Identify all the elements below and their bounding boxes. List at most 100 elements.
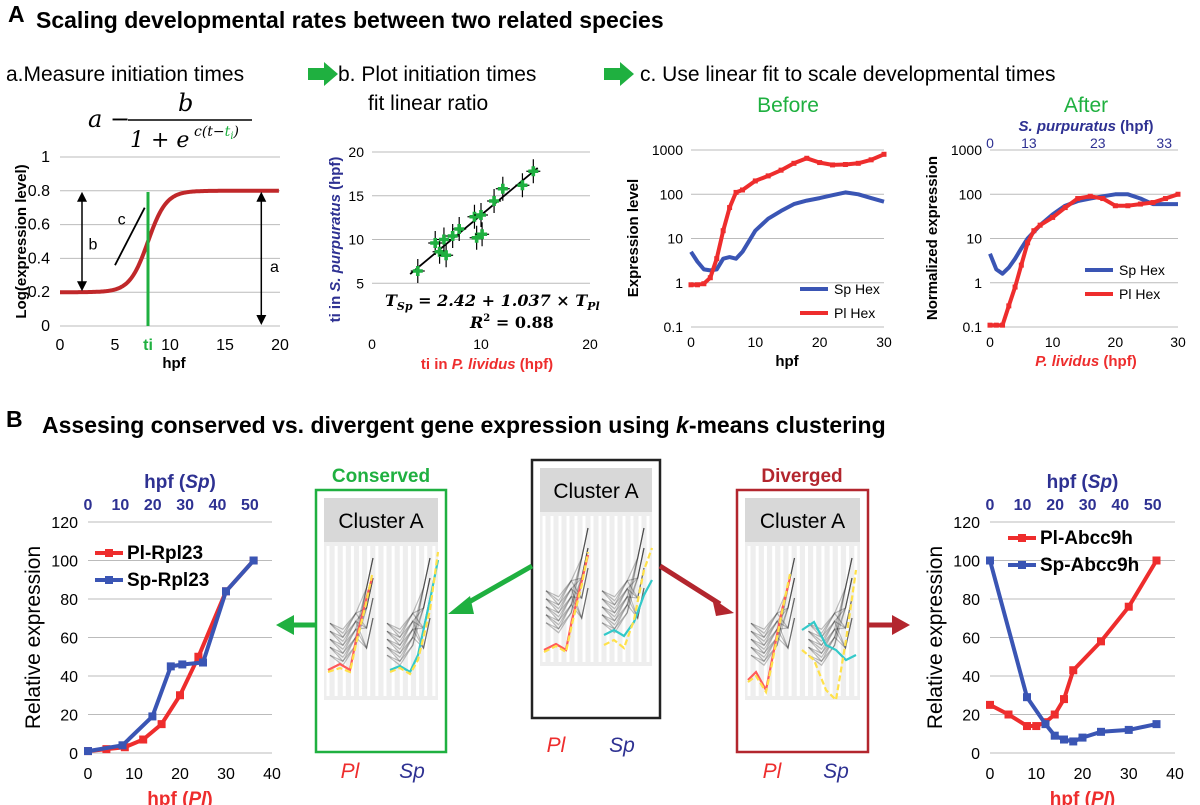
diverged-series-marker <box>1060 735 1068 744</box>
conserved-panel-header-bg <box>324 498 438 542</box>
center-panel-cluster-trace <box>545 567 589 602</box>
before-ytick-label: 100 <box>660 186 684 202</box>
conserved-series-marker <box>139 735 148 744</box>
conserved-xlabel-part-0: hpf ( <box>147 789 189 805</box>
logistic-xtick-label: 20 <box>271 337 289 354</box>
before-pl-marker <box>752 178 758 184</box>
center-pl-mean <box>543 551 590 654</box>
scatter-xlabel-part-1: P. lividus <box>452 356 516 373</box>
conserved-panel-plot-bg <box>324 542 438 700</box>
conserved-xtick-label: 0 <box>84 766 93 783</box>
after-legend-label: Sp Hex <box>1119 262 1165 278</box>
before-ytick-label: 1000 <box>652 142 683 158</box>
diverged-panel-cluster-trace <box>808 557 853 663</box>
diverged-series-marker <box>1078 733 1087 742</box>
b-label: b <box>89 237 98 254</box>
conserved-series-marker <box>148 712 157 721</box>
before-pl-marker <box>830 162 836 168</box>
center-panel-cluster-trace <box>545 567 589 622</box>
conserved-panel-cluster-trace <box>386 557 431 663</box>
diverged-series-marker <box>1050 731 1059 740</box>
after-pl-marker <box>1175 191 1181 197</box>
logistic-xtick-label: 15 <box>216 337 234 354</box>
after-pl-marker <box>1062 205 1068 211</box>
diverged-xlabel: hpf (Pl) <box>1050 789 1115 805</box>
ti-label: ti <box>143 337 153 354</box>
conserved-series-marker <box>118 741 127 750</box>
arrow-to-conserved-chart-head <box>276 615 294 635</box>
before-ylabel: Expression level <box>625 179 642 297</box>
cluster-panels: Cluster A Conserved Pl Sp Cluster A Pl Sp Clust… <box>276 458 910 783</box>
center-panel-cluster-trace <box>601 547 645 606</box>
center-panel-header: Cluster A <box>553 480 638 503</box>
conserved-top-label-part-0: hpf ( <box>144 472 186 493</box>
logistic-ytick-label: 1 <box>41 149 50 166</box>
eq-lhs: T <box>385 291 398 310</box>
conserved-ytick-label: 40 <box>60 669 78 686</box>
before-series-sp-hex <box>689 190 885 273</box>
before-xlabel: hpf <box>775 353 799 370</box>
diverged-sp-trend <box>801 620 857 662</box>
after-pl-marker <box>1137 201 1143 207</box>
diverged-top-tick-label: 40 <box>1111 497 1129 514</box>
conserved-series-marker <box>222 587 230 596</box>
conserved-legend-label: Sp-Rpl23 <box>127 570 209 591</box>
diverged-ylabel: Relative expression <box>924 546 947 729</box>
conserved-xtick-label: 30 <box>217 766 235 783</box>
before-pl-marker <box>842 162 848 168</box>
center-sp-trend <box>603 579 653 638</box>
step-b-caption: b. Plot initiation times <box>338 63 536 86</box>
diverged-xtick-label: 20 <box>1074 766 1092 783</box>
conserved-legend-marker <box>105 576 113 584</box>
scatter-point <box>489 196 500 206</box>
conserved-top-tick-label: 50 <box>241 497 259 514</box>
conserved-top-tick-label: 0 <box>84 497 93 514</box>
conserved-panel-cluster-trace <box>329 597 374 638</box>
after-pl-marker <box>987 322 993 328</box>
conserved-series-marker <box>199 658 207 667</box>
panel-b-title-k: k <box>676 412 690 438</box>
conserved-series-marker <box>249 556 258 565</box>
logistic-ytick-label: 0.8 <box>28 183 50 200</box>
diverged-ytick-label: 100 <box>953 554 980 571</box>
conserved-panel-cluster-trace <box>329 577 374 639</box>
step-b-caption-2: fit linear ratio <box>368 92 488 115</box>
conserved-ytick-label: 0 <box>69 746 78 763</box>
conserved-panel-cluster-trace <box>386 557 431 667</box>
center-sp-mean <box>603 547 654 650</box>
diverged-top-label-part-2: ) <box>1112 472 1118 493</box>
after-top-tick-label: 0 <box>986 135 994 151</box>
after-pl-marker <box>1100 196 1106 202</box>
diverged-series-marker <box>1041 720 1050 729</box>
before-chart: 0.1 1 10 100 1000 0 10 20 30 Sp Hex Pl Hex Before Ex… <box>625 94 892 370</box>
diverged-series-marker <box>986 556 994 565</box>
diverged-series-marker <box>986 700 994 709</box>
diverged-series-marker <box>1023 693 1031 702</box>
before-ytick-label: 1 <box>675 275 683 291</box>
before-pl-marker <box>778 167 784 173</box>
conserved-top-tick-label: 30 <box>176 497 194 514</box>
conserved-panel-cluster-trace <box>329 597 374 655</box>
diverged-legend-marker <box>1018 534 1026 542</box>
conserved-xtick-label: 20 <box>171 766 189 783</box>
formula-denominator: 1 + e <box>130 128 189 153</box>
conserved-ylabel: Relative expression <box>22 546 45 729</box>
diverged-ytick-label: 20 <box>962 708 980 725</box>
conserved-xlabel-part-2: ) <box>206 789 212 805</box>
diverged-ytick-label: 120 <box>953 515 980 532</box>
conserved-sp-mean <box>389 551 440 676</box>
before-pl-marker <box>727 205 733 211</box>
arrow-to-conserved-line <box>460 563 534 609</box>
before-pl-marker <box>694 282 700 288</box>
diverged-chart: 0 20 40 60 80 100 120 0 10 20 30 40 0 10 20 30 40 50 hpf (… <box>924 472 1184 805</box>
before-pl-marker <box>720 228 726 234</box>
logistic-xtick-label: 0 <box>56 337 65 354</box>
center-panel-cluster-trace <box>545 527 589 598</box>
after-pl-marker <box>1162 196 1168 202</box>
after-top-label-part-1: (hpf) <box>1116 118 1153 135</box>
after-pl-marker <box>1112 203 1118 209</box>
after-ytick-label: 100 <box>959 186 983 202</box>
center-panel-cluster-trace <box>601 547 645 610</box>
